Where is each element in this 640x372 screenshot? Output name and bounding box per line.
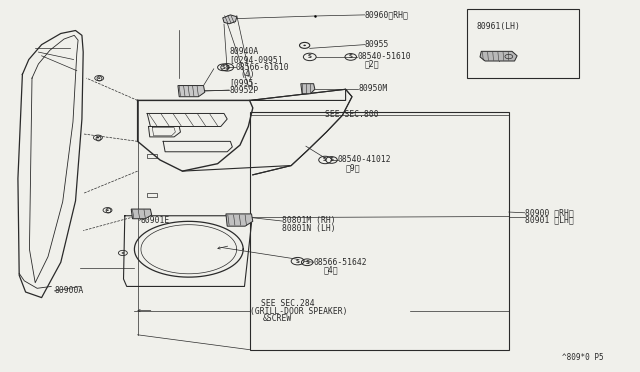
- Polygon shape: [480, 51, 517, 61]
- Text: [0995-: [0995-: [229, 78, 259, 87]
- Text: 80950M: 80950M: [358, 84, 388, 93]
- Circle shape: [106, 209, 109, 211]
- Text: 08566-51642: 08566-51642: [314, 258, 367, 267]
- Bar: [467, 9, 579, 78]
- Text: S: S: [296, 259, 300, 264]
- Text: [0294-0995]: [0294-0995]: [229, 55, 283, 64]
- Text: S: S: [221, 65, 225, 70]
- Polygon shape: [226, 214, 253, 226]
- Circle shape: [122, 252, 124, 254]
- Polygon shape: [131, 209, 152, 219]
- Text: 08540-41012: 08540-41012: [338, 155, 392, 164]
- Text: (4): (4): [240, 70, 255, 79]
- Bar: [147, 154, 157, 158]
- Bar: [147, 193, 157, 197]
- Polygon shape: [223, 15, 237, 24]
- Text: 80900 〈RH〉: 80900 〈RH〉: [525, 208, 573, 217]
- Text: 80901E: 80901E: [141, 216, 170, 225]
- Text: 〨9〩: 〨9〩: [346, 163, 360, 172]
- Text: S: S: [349, 54, 353, 60]
- Text: 80901 〈LH〉: 80901 〈LH〉: [525, 216, 573, 225]
- Text: 80801N (LH): 80801N (LH): [282, 224, 335, 233]
- Text: SEE SEC.800: SEE SEC.800: [325, 110, 379, 119]
- Text: 80900A: 80900A: [54, 286, 84, 295]
- Text: 80961(LH): 80961(LH): [477, 22, 521, 31]
- Text: S: S: [305, 260, 309, 265]
- Text: S: S: [308, 54, 312, 60]
- Bar: [250, 112, 509, 350]
- Text: S: S: [225, 65, 229, 70]
- Text: 80940A: 80940A: [229, 47, 259, 56]
- Text: 〨2〩: 〨2〩: [365, 60, 380, 68]
- Text: 08566-61610: 08566-61610: [236, 63, 289, 72]
- Circle shape: [97, 137, 99, 138]
- Text: 80955: 80955: [365, 40, 389, 49]
- Circle shape: [98, 77, 100, 79]
- Circle shape: [303, 45, 306, 46]
- Text: 〨4〩: 〨4〩: [323, 265, 338, 274]
- Polygon shape: [178, 86, 205, 97]
- Text: 08540-51610: 08540-51610: [357, 52, 411, 61]
- Text: S: S: [323, 157, 327, 163]
- Text: SEE SEC.284: SEE SEC.284: [261, 299, 315, 308]
- Text: 80952P: 80952P: [229, 86, 259, 94]
- Text: &SCREW: &SCREW: [262, 314, 292, 323]
- Text: 80960〈RH〉: 80960〈RH〉: [365, 10, 409, 19]
- Text: (GRILL-DOOR SPEAKER): (GRILL-DOOR SPEAKER): [250, 307, 347, 316]
- Text: 80801M (RH): 80801M (RH): [282, 217, 335, 225]
- Polygon shape: [301, 84, 315, 94]
- Text: S: S: [330, 157, 333, 163]
- Text: ^809*0 P5: ^809*0 P5: [562, 353, 604, 362]
